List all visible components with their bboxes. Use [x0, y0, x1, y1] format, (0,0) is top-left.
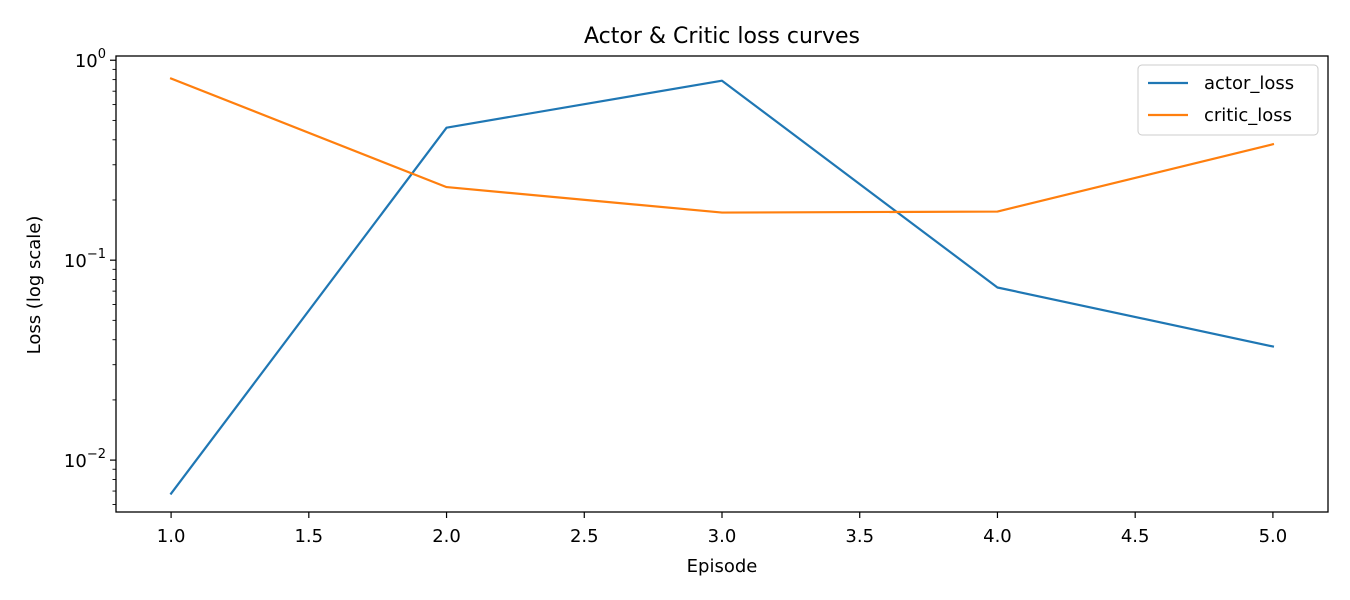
legend: actor_loss critic_loss	[1137, 64, 1319, 136]
x-tick-label: 4.0	[983, 526, 1012, 547]
x-axis-label: Episode	[687, 556, 758, 577]
plot-frame	[115, 55, 1329, 513]
legend-label: critic_loss	[1204, 105, 1292, 126]
series-line-critic-loss	[169, 77, 1275, 214]
x-tick-label: 2.5	[570, 526, 599, 547]
x-tick-label: 1.5	[294, 526, 323, 547]
x-tick-label: 3.0	[708, 526, 737, 547]
x-tick-label: 3.5	[845, 526, 874, 547]
series-line-actor-loss	[169, 79, 1275, 496]
x-tick-label: 4.5	[1121, 526, 1150, 547]
legend-label: actor_loss	[1204, 73, 1294, 94]
y-tick-label: 10−1	[64, 247, 106, 272]
y-axis: 10−2 10−1 100	[64, 47, 116, 505]
y-tick-label: 10−2	[64, 447, 106, 472]
chart-title: Actor & Critic loss curves	[584, 24, 860, 49]
y-tick-label: 100	[75, 47, 106, 72]
y-axis-label: Loss (log scale)	[24, 216, 45, 355]
x-axis: 1.0 1.5 2.0 2.5 3.0 3.5 4.0 4.5 5.0	[157, 512, 1287, 547]
series-layer	[169, 77, 1275, 496]
x-tick-label: 2.0	[432, 526, 461, 547]
x-tick-label: 5.0	[1259, 526, 1288, 547]
x-tick-label: 1.0	[157, 526, 186, 547]
